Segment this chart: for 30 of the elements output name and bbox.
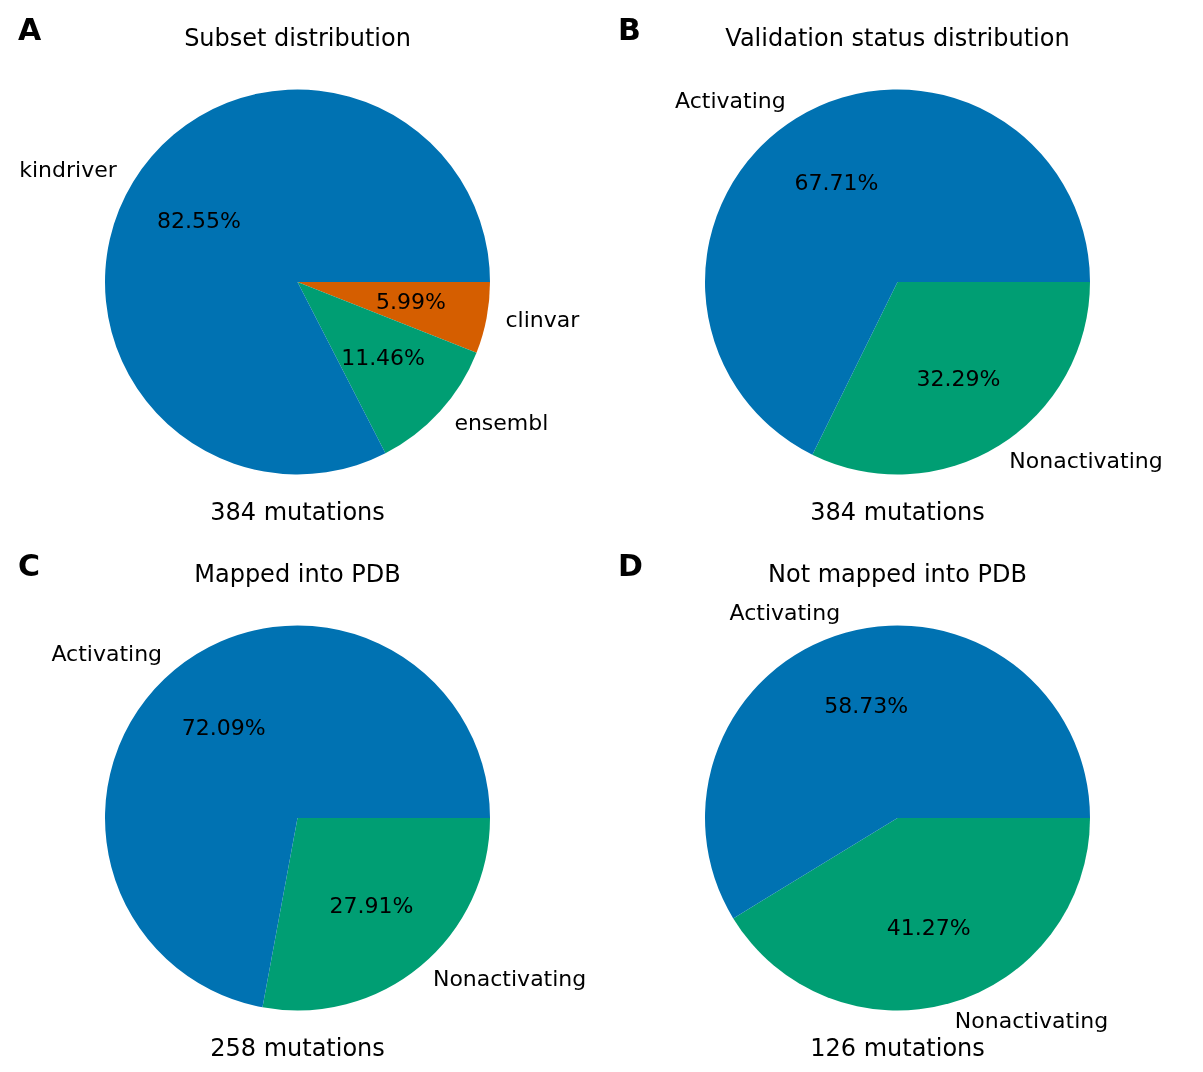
text: 384 mutations [210,498,385,527]
slice-label: Activating [675,87,786,113]
chart-title: Validation status distribution [725,24,1070,53]
data-label: 82.55% [156,207,241,233]
data-label: 72.09% [181,714,266,740]
data-label: 27.91% [329,892,414,918]
slice-label: clinvar [505,307,581,333]
text: A [18,11,42,47]
text: D [618,547,643,583]
slice-label: Activating [51,640,163,666]
slice-label: Nonactivating [432,966,587,992]
data-label: 58.73% [824,692,909,718]
data-label: 67.71% [794,169,879,195]
chart-title: Subset distribution [184,24,411,53]
text: 384 mutations [810,498,985,527]
chart-title: Mapped into PDB [194,560,401,589]
slice-label: ensembl [454,409,549,435]
slice-label: Nonactivating [1009,447,1163,473]
text: 126 mutations [810,1034,985,1063]
text: B [618,11,641,47]
text: 258 mutations [210,1034,385,1063]
data-label: 5.99% [376,289,446,315]
data-label: 41.27% [886,914,971,940]
data-label: 32.29% [916,365,1001,391]
slice-label: Activating [729,599,841,625]
text: C [18,547,41,583]
slice-label: Nonactivating [954,1007,1109,1033]
chart-title: Not mapped into PDB [768,560,1027,589]
slice-label: kindriver [19,157,118,183]
data-label: 11.46% [341,345,426,371]
